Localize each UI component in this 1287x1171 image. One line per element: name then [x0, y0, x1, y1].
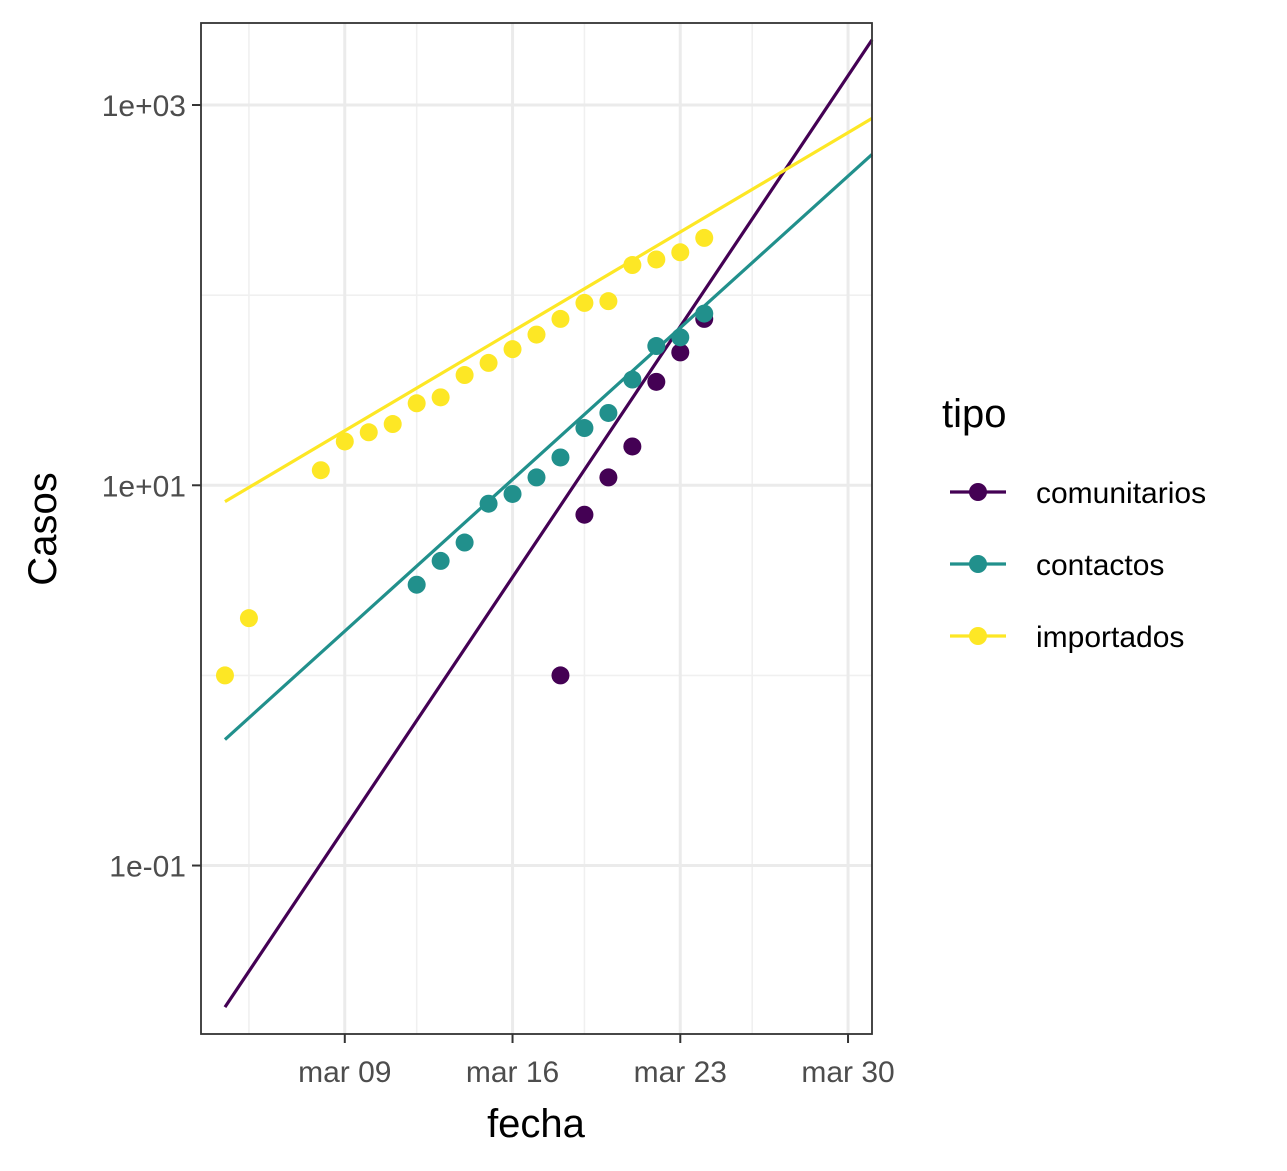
point-comunitarios	[647, 372, 666, 391]
point-contactos	[479, 494, 498, 513]
point-importados	[383, 415, 402, 434]
grid-major	[201, 23, 872, 1034]
point-importados	[575, 293, 594, 312]
point-importados	[239, 609, 258, 628]
legend-key-point-importados	[969, 627, 987, 645]
point-importados	[527, 325, 546, 344]
point-contactos	[623, 370, 642, 389]
legend-label-importados: importados	[1036, 621, 1184, 654]
point-importados	[455, 366, 474, 385]
x-tick-label: mar 09	[298, 1056, 391, 1089]
plot-background	[201, 23, 872, 1034]
fit-line-importados	[224, 117, 873, 504]
point-contactos	[431, 551, 450, 570]
point-importados	[623, 256, 642, 275]
point-importados	[335, 432, 354, 451]
point-contactos	[671, 328, 690, 347]
axis-ticks	[192, 104, 850, 1043]
x-tick-label: mar 16	[466, 1056, 559, 1089]
point-comunitarios	[551, 666, 570, 685]
point-importados	[503, 340, 522, 359]
point-importados	[671, 243, 690, 262]
point-importados	[551, 309, 570, 328]
point-contactos	[527, 468, 546, 487]
y-tick-label: 1e+03	[102, 90, 186, 123]
point-importados	[647, 250, 666, 269]
fit-lines	[223, 39, 874, 1009]
fit-line-comunitarios	[223, 39, 874, 1009]
point-importados	[599, 292, 618, 311]
legend-label-contactos: contactos	[1036, 549, 1164, 582]
x-tick-label: mar 23	[634, 1056, 727, 1089]
point-contactos	[407, 575, 426, 594]
x-axis-title: fecha	[487, 1102, 586, 1146]
point-importados	[479, 353, 498, 372]
y-tick-label: 1e-01	[109, 851, 186, 884]
point-contactos	[551, 448, 570, 467]
point-contactos	[695, 304, 714, 323]
point-importados	[215, 666, 234, 685]
x-tick-label: mar 30	[801, 1056, 894, 1089]
point-contactos	[647, 337, 666, 356]
point-contactos	[575, 419, 594, 438]
point-importados	[407, 394, 426, 413]
legend: tipo comunitarios contactos importados	[942, 392, 1206, 654]
point-importados	[695, 228, 714, 247]
point-contactos	[599, 403, 618, 422]
fit-line-contactos	[223, 153, 874, 741]
point-importados	[311, 461, 330, 480]
tick-labels: mar 09 mar 16 mar 23 mar 30 1e-01 1e+01 1e+03	[102, 90, 895, 1089]
legend-title: tipo	[942, 392, 1007, 436]
y-axis-title: Casos	[21, 472, 65, 585]
point-comunitarios	[599, 468, 618, 487]
point-comunitarios	[623, 437, 642, 456]
plot-border	[200, 22, 873, 1035]
point-comunitarios	[671, 343, 690, 362]
legend-key-point-contactos	[969, 555, 987, 573]
point-contactos	[455, 533, 474, 552]
data-points	[215, 228, 714, 685]
y-tick-label: 1e+01	[102, 470, 186, 503]
legend-label-comunitarios: comunitarios	[1036, 477, 1206, 510]
point-contactos	[503, 484, 522, 503]
point-comunitarios	[575, 505, 594, 524]
point-importados	[431, 388, 450, 407]
point-importados	[359, 423, 378, 442]
legend-key-point-comunitarios	[969, 483, 987, 501]
